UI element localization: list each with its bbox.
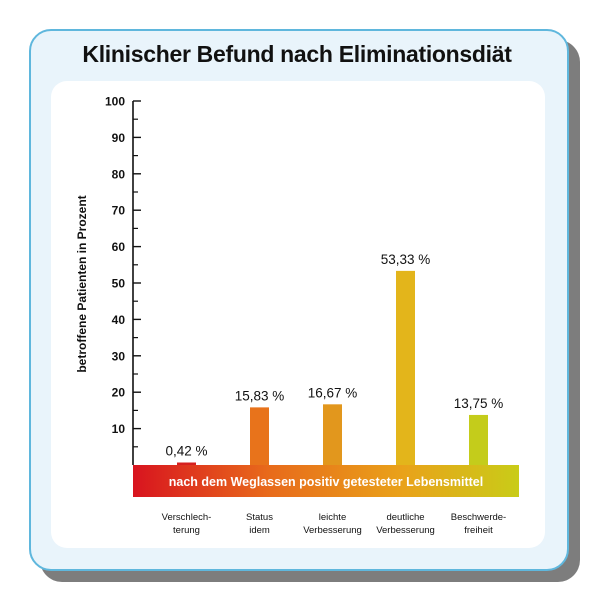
data-label: 15,83 % (235, 388, 285, 403)
y-tick-label: 100 (105, 95, 125, 109)
y-tick-label: 30 (112, 349, 126, 363)
category-label: leichte (319, 512, 346, 523)
category-label: Status (246, 512, 273, 523)
data-label: 53,33 % (381, 252, 431, 267)
bar (323, 404, 342, 465)
x-axis-label: nach dem Weglassen positiv getesteter Le… (169, 475, 483, 489)
bar (177, 462, 196, 465)
bar (396, 270, 415, 465)
y-axis-label: betroffene Patienten in Prozent (75, 195, 89, 372)
x-axis-band (133, 465, 519, 497)
category-label: Beschwerde- (451, 512, 506, 523)
y-tick-label: 80 (112, 167, 126, 181)
bar (469, 414, 488, 465)
y-tick-label: 20 (112, 386, 126, 400)
y-tick-label: 50 (112, 277, 126, 291)
y-tick-label: 70 (112, 204, 126, 218)
chart-title: Klinischer Befund nach Eliminationsdiät (82, 41, 512, 67)
y-tick-label: 60 (112, 240, 126, 254)
y-tick-label: 10 (112, 422, 126, 436)
category-label: Verbesserung (303, 525, 362, 536)
bar (250, 407, 269, 465)
y-tick-label: 90 (112, 131, 126, 145)
data-label: 0,42 % (165, 444, 207, 459)
category-label: Verschlech- (162, 512, 212, 523)
category-label: Verbesserung (376, 525, 435, 536)
data-label: 13,75 % (454, 396, 504, 411)
category-label: freiheit (464, 525, 493, 536)
y-tick-label: 40 (112, 313, 126, 327)
data-label: 16,67 % (308, 385, 358, 400)
category-label: terung (173, 525, 200, 536)
category-label: idem (249, 525, 270, 536)
category-label: deutliche (386, 512, 424, 523)
